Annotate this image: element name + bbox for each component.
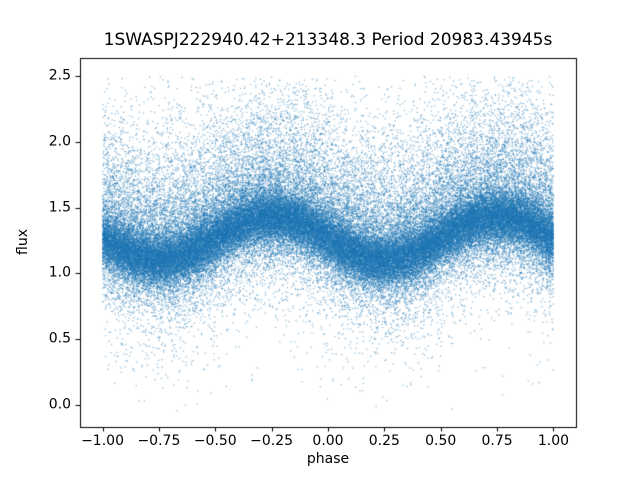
y-tick-label: 2.0 <box>48 133 71 150</box>
x-tick-label: 0.75 <box>481 433 513 449</box>
x-tick-label: −0.25 <box>250 433 294 449</box>
x-tick-label: 0.50 <box>425 433 457 449</box>
x-tick-label: −0.50 <box>193 433 237 449</box>
x-tick-label: 0.25 <box>368 433 400 449</box>
x-tick-label: 0.00 <box>312 433 344 449</box>
x-tick-label: 1.00 <box>537 433 570 449</box>
y-tick-label: 0.5 <box>48 330 71 347</box>
chart-title: 1SWASPJ222940.42+213348.3 Period 20983.4… <box>103 30 553 50</box>
y-axis-label: flux <box>15 229 31 255</box>
y-tick-label: 0.0 <box>48 396 71 413</box>
y-tick-label: 1.5 <box>48 199 71 216</box>
x-axis-label: phase <box>306 451 350 467</box>
x-tick-label: −1.00 <box>81 433 124 449</box>
y-tick-label: 2.5 <box>48 67 71 84</box>
y-tick-label: 1.0 <box>48 264 71 281</box>
x-tick-label: −0.75 <box>137 433 181 449</box>
